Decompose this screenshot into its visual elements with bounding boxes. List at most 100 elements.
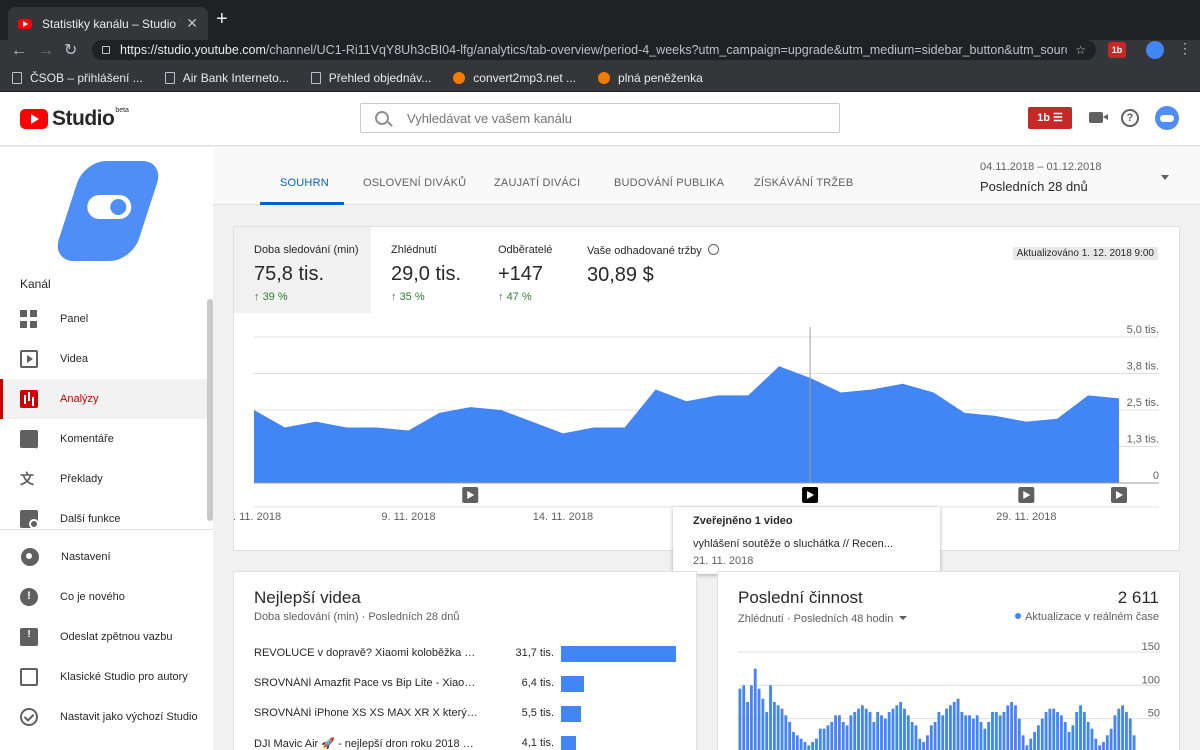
page-icon	[310, 71, 321, 84]
recent-bar	[906, 715, 910, 750]
browser-menu-icon[interactable]: ⋮	[1178, 40, 1192, 56]
extension-badge[interactable]: 1b	[1108, 42, 1126, 58]
recent-bar	[914, 725, 918, 750]
top-video-title[interactable]: SROVNÁNÍ iPhone XS XS MAX XR X který je …	[254, 707, 479, 719]
recent-bar	[1086, 722, 1090, 750]
analytics-tabs: SOUHRN OSLOVENÍ DIVÁKŮ ZAUJATÍ DIVÁCI BU…	[213, 147, 1200, 205]
recent-activity-chart[interactable]: 150 100 50	[718, 572, 1179, 750]
realtime-dot-icon	[1015, 613, 1022, 619]
back-icon[interactable]: ←	[11, 42, 27, 59]
search-input[interactable]	[407, 110, 807, 126]
bookmark-item[interactable]: Přehled objednáv...	[310, 71, 431, 85]
recent-bar	[1098, 745, 1102, 750]
recent-bar	[910, 722, 914, 750]
recent-bar	[822, 728, 826, 750]
sidebar-item-translations[interactable]: 文 Překlady	[20, 471, 103, 487]
metric-watch-time[interactable]: Doba sledování (min) 75,8 tis. 39 %	[234, 227, 371, 313]
recent-bar	[841, 722, 845, 750]
top-video-row[interactable]: REVOLUCE v dopravě? Xiaomi koloběžka Mi …	[254, 646, 678, 662]
recent-bar	[749, 685, 753, 750]
bookmark-item[interactable]: Air Bank Interneto...	[164, 71, 289, 85]
tab-audience[interactable]: BUDOVÁNÍ PUBLIKA	[614, 177, 725, 189]
top-video-value: 6,4 tis.	[521, 677, 554, 689]
url-text: https://studio.youtube.com/channel/UC1-R…	[120, 43, 1068, 57]
y-tick-label: 0	[1153, 470, 1159, 482]
browser-tab[interactable]: Statistiky kanálu – Studio YouTube ✕	[8, 7, 208, 40]
close-tab-icon[interactable]: ✕	[186, 15, 198, 31]
tooltip-video-title[interactable]: vyhlášení soutěže o sluchátka // Recen..…	[693, 538, 893, 550]
help-icon[interactable]: ?	[1121, 109, 1139, 127]
new-tab-icon[interactable]: +	[216, 8, 228, 30]
bookmark-star-icon[interactable]: ☆	[1075, 43, 1086, 57]
recent-bar	[975, 715, 979, 750]
top-video-value: 31,7 tis.	[515, 647, 554, 659]
more-features-icon	[20, 510, 39, 529]
recent-bar	[780, 708, 784, 750]
metric-views[interactable]: Zhlédnutí 29,0 tis. 35 %	[371, 227, 478, 313]
gear-icon	[21, 548, 39, 566]
recent-bar	[834, 715, 837, 750]
videos-icon	[20, 350, 38, 368]
sidebar-item-videos[interactable]: Videa	[0, 339, 207, 379]
channel-extension-button[interactable]: 1b ☰	[1028, 107, 1072, 129]
sidebar-item-whats-new[interactable]: ! Co je nového	[0, 577, 207, 617]
recent-bar	[1090, 728, 1094, 750]
top-video-title[interactable]: SROVNÁNÍ Amazfit Pace vs Bip Lite - Xiao…	[254, 677, 479, 689]
top-video-row[interactable]: DJI Mavic Air 🚀 - nejlepší dron roku 201…	[254, 736, 678, 750]
recent-bar	[1037, 725, 1040, 750]
metric-revenue[interactable]: Vaše odhadované tržby 30,89 $	[567, 227, 727, 313]
top-video-row[interactable]: SROVNÁNÍ iPhone XS XS MAX XR X který je …	[254, 706, 678, 722]
recent-bar	[1102, 742, 1105, 750]
sidebar-item-settings[interactable]: Nastavení	[0, 537, 207, 577]
account-avatar[interactable]	[1155, 106, 1179, 130]
recent-bar	[849, 715, 853, 750]
recent-bar	[883, 718, 887, 750]
sidebar-item-analytics[interactable]: Analýzy	[0, 379, 207, 419]
bookmark-item[interactable]: plná peněženka	[598, 71, 703, 85]
sidebar-item-more-features[interactable]: Další funkce	[0, 499, 207, 539]
recent-bar	[826, 725, 830, 750]
sidebar-item-default-studio[interactable]: Nastavit jako výchozí Studio	[0, 697, 207, 737]
sidebar-item-panel[interactable]: Panel	[0, 299, 207, 339]
recent-bar	[991, 712, 994, 750]
create-video-icon[interactable]	[1089, 112, 1108, 123]
top-video-title[interactable]: DJI Mavic Air 🚀 - nejlepší dron roku 201…	[254, 738, 479, 750]
recent-bar	[776, 705, 780, 750]
sidebar-item-comments[interactable]: Komentáře	[0, 419, 207, 459]
recent-metric-selector[interactable]: Zhlédnutí · Posledních 48 hodin	[738, 613, 908, 625]
studio-logo[interactable]: Studio beta	[20, 107, 129, 131]
recent-bar	[868, 712, 872, 750]
info-icon[interactable]	[707, 244, 719, 255]
tab-engagement[interactable]: ZAUJATÍ DIVÁCI	[494, 177, 581, 189]
profile-icon[interactable]	[1146, 41, 1164, 59]
tab-revenue[interactable]: ZÍSKÁVÁNÍ TRŽEB	[754, 177, 854, 189]
top-video-row[interactable]: SROVNÁNÍ Amazfit Pace vs Bip Lite - Xiao…	[254, 676, 678, 692]
search-box[interactable]	[360, 103, 840, 133]
chevron-down-icon	[899, 616, 908, 620]
sidebar-item-feedback[interactable]: ! Odeslat zpětnou vazbu	[0, 617, 207, 657]
sidebar-section-title: Kanál	[20, 277, 51, 291]
metric-subscribers[interactable]: Odběratelé +147 47 %	[478, 227, 567, 313]
recent-bar	[1071, 725, 1075, 750]
tab-overview[interactable]: SOUHRN	[280, 177, 329, 189]
y-tick-label: 100	[1142, 674, 1160, 686]
top-video-title[interactable]: REVOLUCE v dopravě? Xiaomi koloběžka Mi …	[254, 647, 479, 659]
address-bar[interactable]: https://studio.youtube.com/channel/UC1-R…	[92, 40, 1096, 60]
sidebar-scrollbar[interactable]	[207, 299, 213, 521]
channel-avatar[interactable]	[51, 161, 165, 261]
recent-bar	[1059, 715, 1063, 750]
realtime-indicator: Aktualizace v reálném čase	[1015, 611, 1159, 623]
comments-icon	[20, 430, 38, 449]
chevron-down-icon[interactable]	[1161, 175, 1169, 180]
reload-icon[interactable]: ↻	[64, 42, 78, 59]
page-icon	[164, 71, 175, 84]
tab-reach[interactable]: OSLOVENÍ DIVÁKŮ	[363, 177, 467, 189]
forward-icon[interactable]: →	[38, 42, 54, 59]
watch-time-chart[interactable]: 0 1,3 tis. 2,5 tis. 3,8 tis. 5,0 tis. 4. 11. …	[234, 227, 1179, 550]
recent-bar	[926, 735, 929, 750]
bookmark-item[interactable]: ČSOB – přihlášení ...	[12, 71, 143, 85]
bookmark-item[interactable]: convert2mp3.net ...	[453, 71, 576, 85]
recent-bar	[1121, 705, 1125, 750]
date-range-selector[interactable]: Posledních 28 dnů	[980, 179, 1088, 194]
sidebar-item-classic-studio[interactable]: Klasické Studio pro autory	[0, 657, 207, 697]
